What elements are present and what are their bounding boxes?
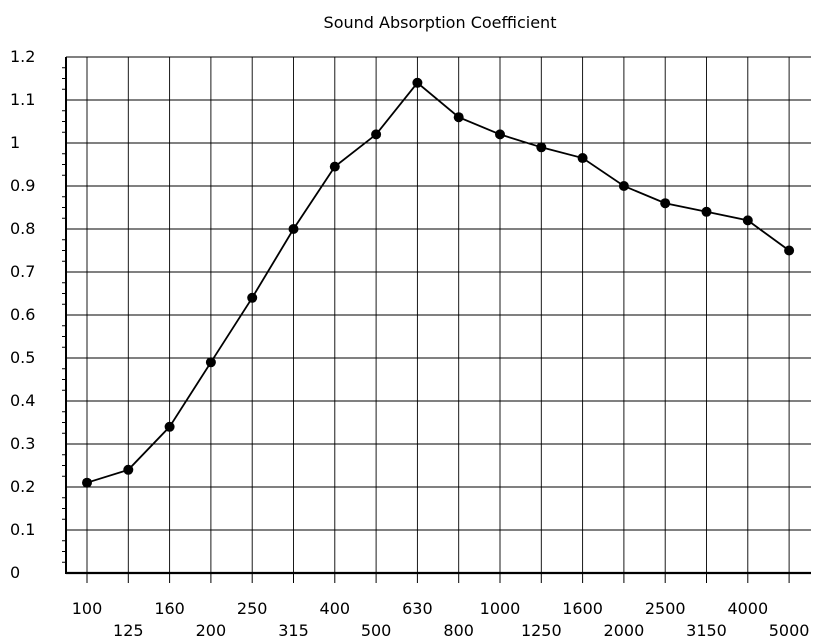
x-tick-label: 1000: [480, 599, 521, 618]
data-point: [660, 198, 671, 209]
x-tick-label: 2500: [645, 599, 686, 618]
y-tick-label: 0.9: [10, 176, 35, 195]
data-point: [371, 129, 382, 140]
data-point: [701, 206, 712, 217]
data-point: [82, 477, 92, 488]
y-tick-labels: 0 0.1 0.2 0.3 0.4 0.5 0.6 0.7 0.8 0.9 1 1.1 1.2: [10, 47, 35, 582]
x-tick-label: 1250: [521, 621, 562, 640]
data-point: [536, 142, 547, 153]
data-point: [288, 224, 299, 234]
axes: [62, 57, 811, 583]
x-tick-label: 5000: [769, 621, 810, 640]
y-tick-label: 1.1: [10, 90, 35, 109]
x-tick-label: 200: [196, 621, 227, 640]
data-point: [742, 215, 753, 226]
chart-title: Sound Absorption Coefficient: [324, 13, 557, 32]
x-tick-label: 500: [361, 621, 392, 640]
y-tick-label: 0.3: [10, 434, 35, 453]
x-tick-label: 4000: [727, 599, 768, 618]
x-tick-label: 2000: [604, 621, 645, 640]
x-tick-label: 400: [320, 599, 351, 618]
data-point: [618, 181, 629, 191]
data-point: [123, 464, 134, 475]
y-tick-label: 0.1: [10, 520, 35, 539]
data-point: [577, 153, 588, 164]
y-tick-label: 0.5: [10, 348, 35, 367]
y-tick-label: 1: [10, 133, 20, 152]
data-point: [453, 112, 464, 123]
x-tick-label: 800: [443, 621, 474, 640]
y-tick-label: 0.7: [10, 262, 35, 281]
data-point: [412, 77, 423, 88]
y-tick-label: 0: [10, 563, 20, 582]
x-tick-label: 100: [72, 599, 103, 618]
data-point: [784, 245, 795, 256]
x-tick-label: 1600: [562, 599, 603, 618]
x-tick-label: 315: [278, 621, 309, 640]
x-tick-labels: 100 125 160 200 250 315 400 500 630 800 1000125016…: [72, 599, 810, 640]
y-tick-label: 0.8: [10, 219, 35, 238]
x-tick-label: 160: [154, 599, 185, 618]
data-point: [247, 292, 258, 303]
data-point: [205, 357, 216, 368]
grid-lines: [66, 56, 811, 573]
y-tick-label: 0.4: [10, 391, 35, 410]
data-point: [329, 161, 340, 172]
series-line: [86, 81, 790, 484]
x-tick-label: 125: [113, 621, 144, 640]
x-tick-label: 250: [237, 599, 268, 618]
y-tick-label: 0.6: [10, 305, 35, 324]
x-tick-label: 630: [402, 599, 433, 618]
data-point: [164, 421, 175, 432]
y-tick-label: 0.2: [10, 477, 35, 496]
y-tick-label: 1.2: [10, 47, 35, 66]
x-tick-label: 3150: [686, 621, 727, 640]
series-group: [82, 77, 795, 488]
data-point: [495, 129, 505, 140]
